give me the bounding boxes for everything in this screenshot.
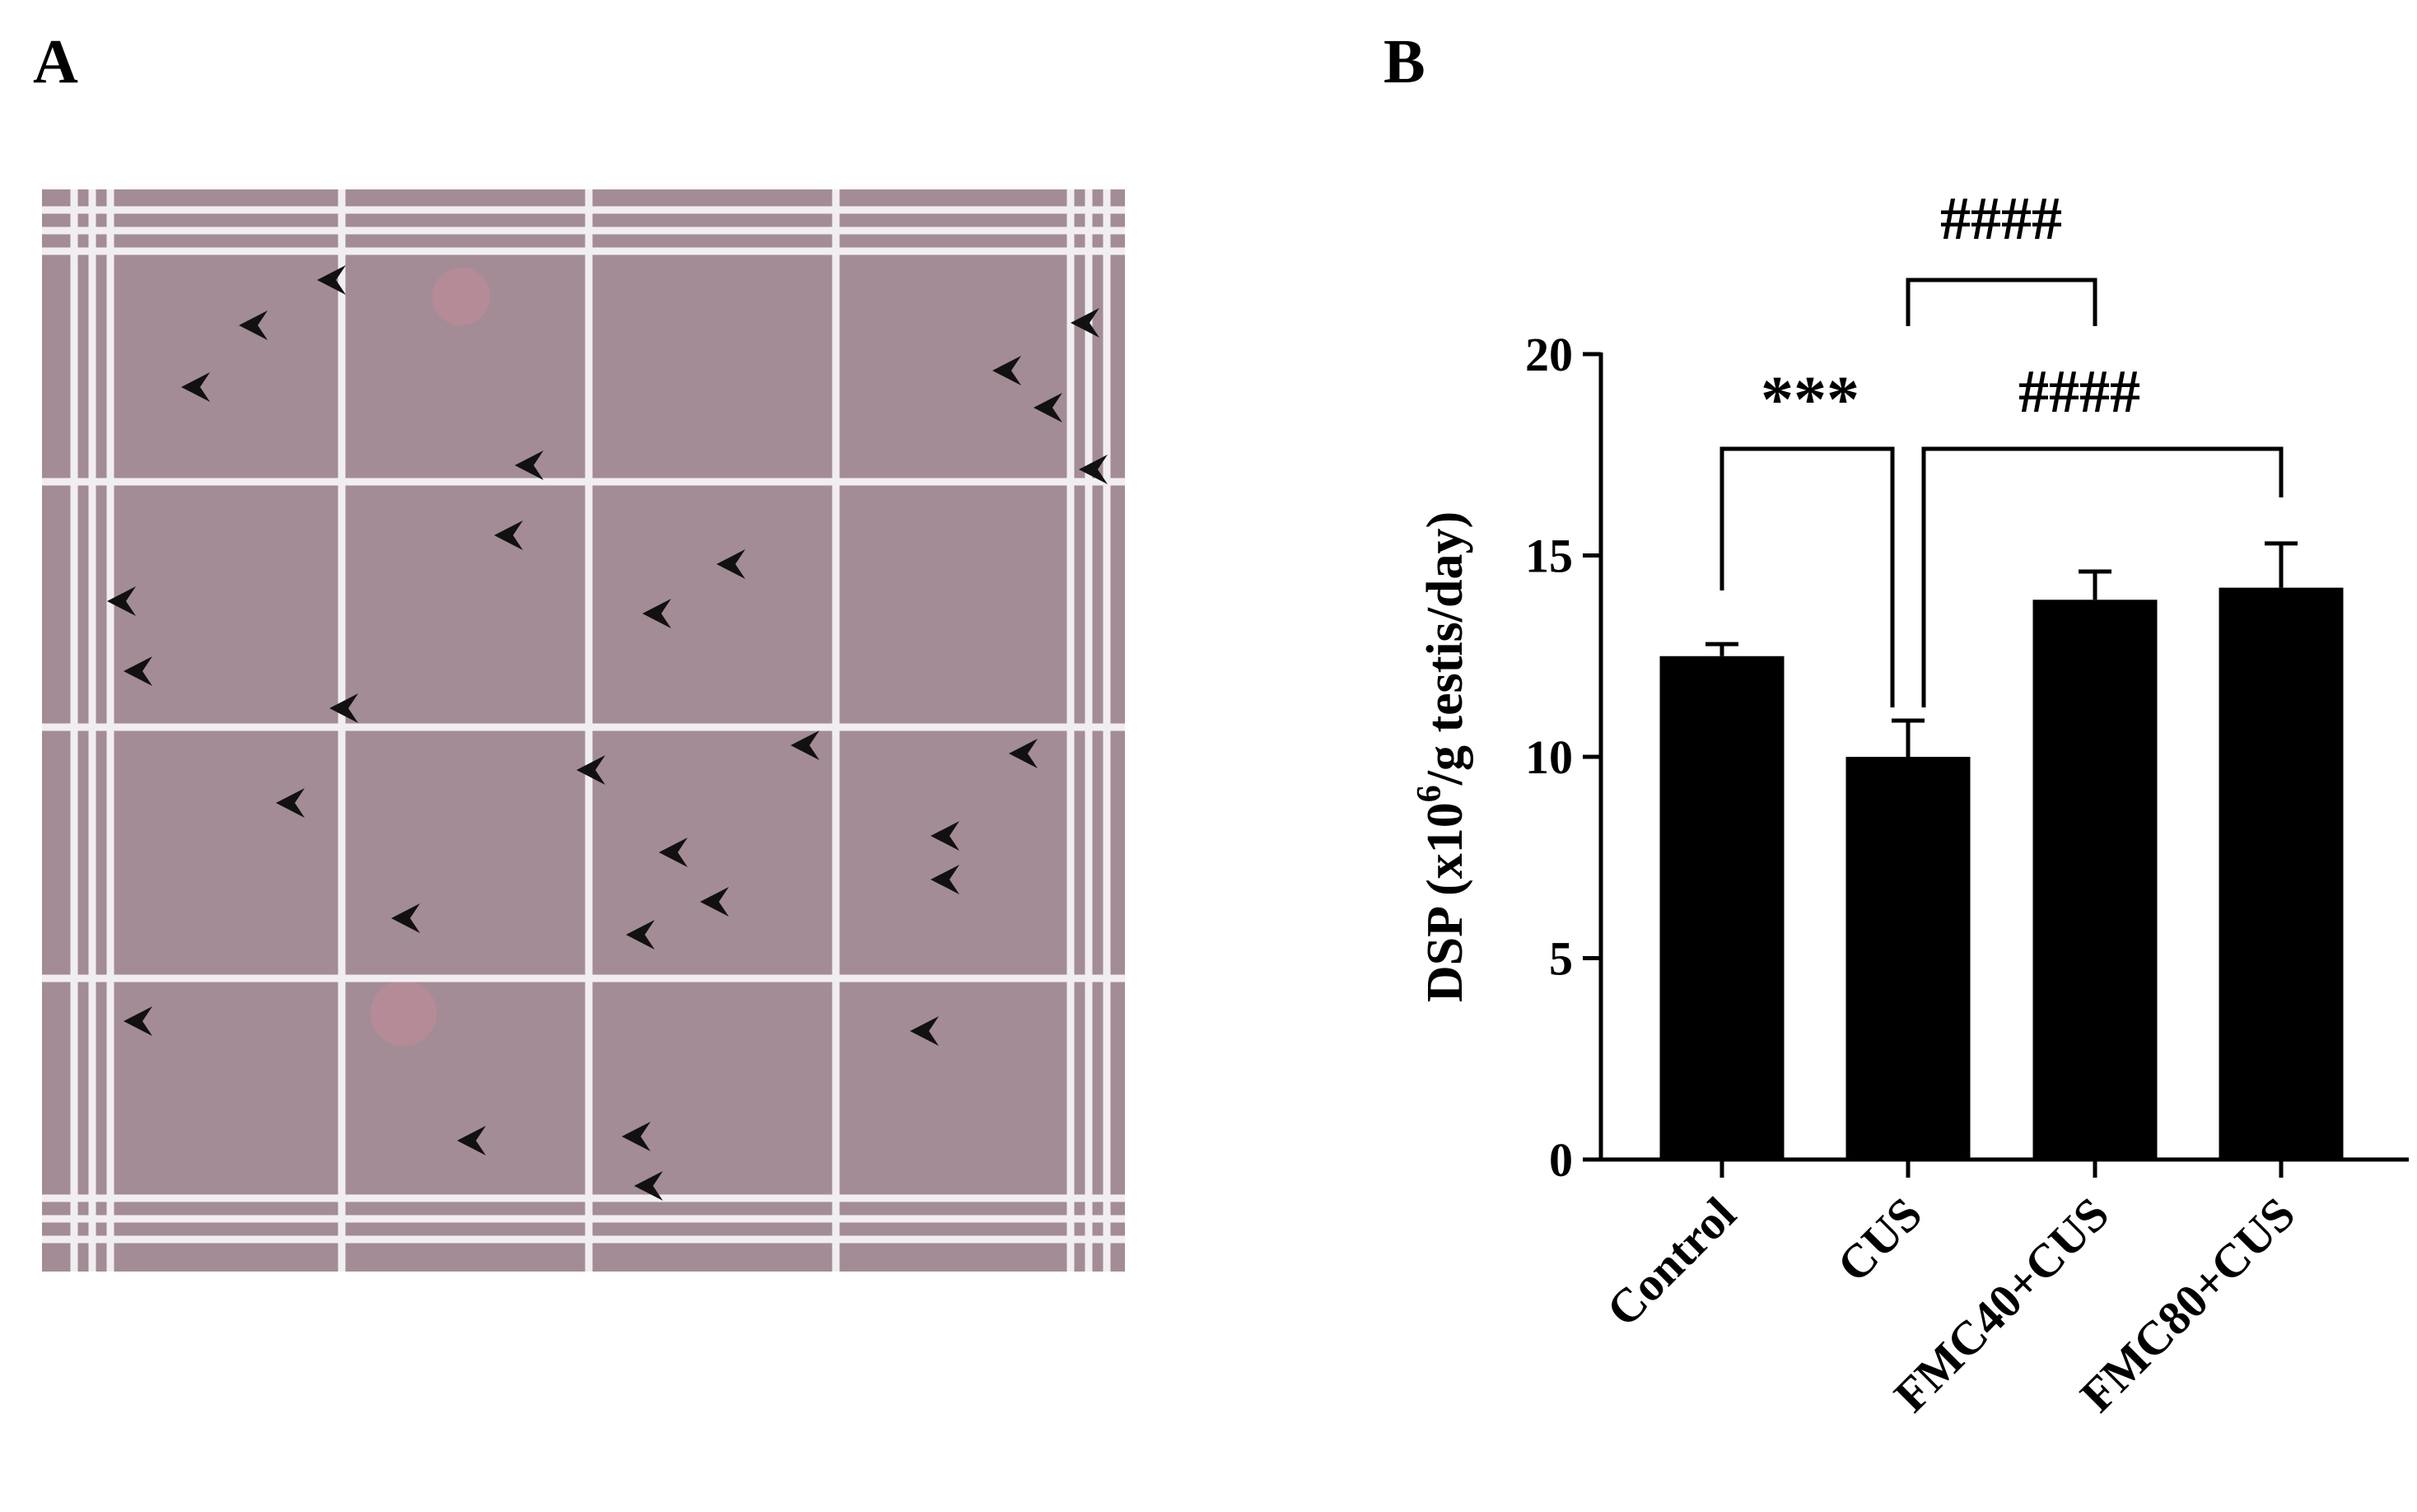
bar	[1845, 757, 1971, 1160]
panel-label: A	[33, 27, 78, 96]
bracket	[1921, 446, 2284, 707]
bar	[2219, 587, 2344, 1160]
error-bar	[1705, 642, 1738, 656]
bar	[1659, 656, 1785, 1160]
y-tick-label: 10	[1525, 730, 1573, 784]
x-tick-label: Control	[1596, 1187, 1746, 1337]
bar	[2032, 600, 2158, 1160]
y-axis-label: DSP (x106/g testis/day)	[1411, 511, 1473, 1002]
y-tick-label: 0	[1549, 1133, 1573, 1187]
micrograph	[42, 189, 1125, 1272]
bracket	[1719, 446, 1895, 707]
y-label-superscript: 6	[1411, 785, 1449, 802]
y-tick-label: 5	[1549, 932, 1573, 986]
annotation: ####	[1940, 185, 2062, 253]
panel-label: B	[1383, 27, 1425, 96]
error-bar	[1892, 718, 1925, 757]
annotation: ####	[2018, 358, 2140, 426]
error-bar	[2079, 569, 2111, 600]
annotation: ***	[1761, 364, 1859, 436]
error-bar	[2265, 541, 2298, 588]
y-tick-label: 20	[1525, 328, 1573, 381]
y-tick-label: 15	[1525, 530, 1573, 583]
x-tick-label: CUS	[1827, 1187, 1932, 1292]
bracket	[1906, 278, 2097, 326]
y-label-part: DSP (x10	[1417, 802, 1473, 1002]
y-label-part: /g testis/day)	[1417, 511, 1473, 786]
